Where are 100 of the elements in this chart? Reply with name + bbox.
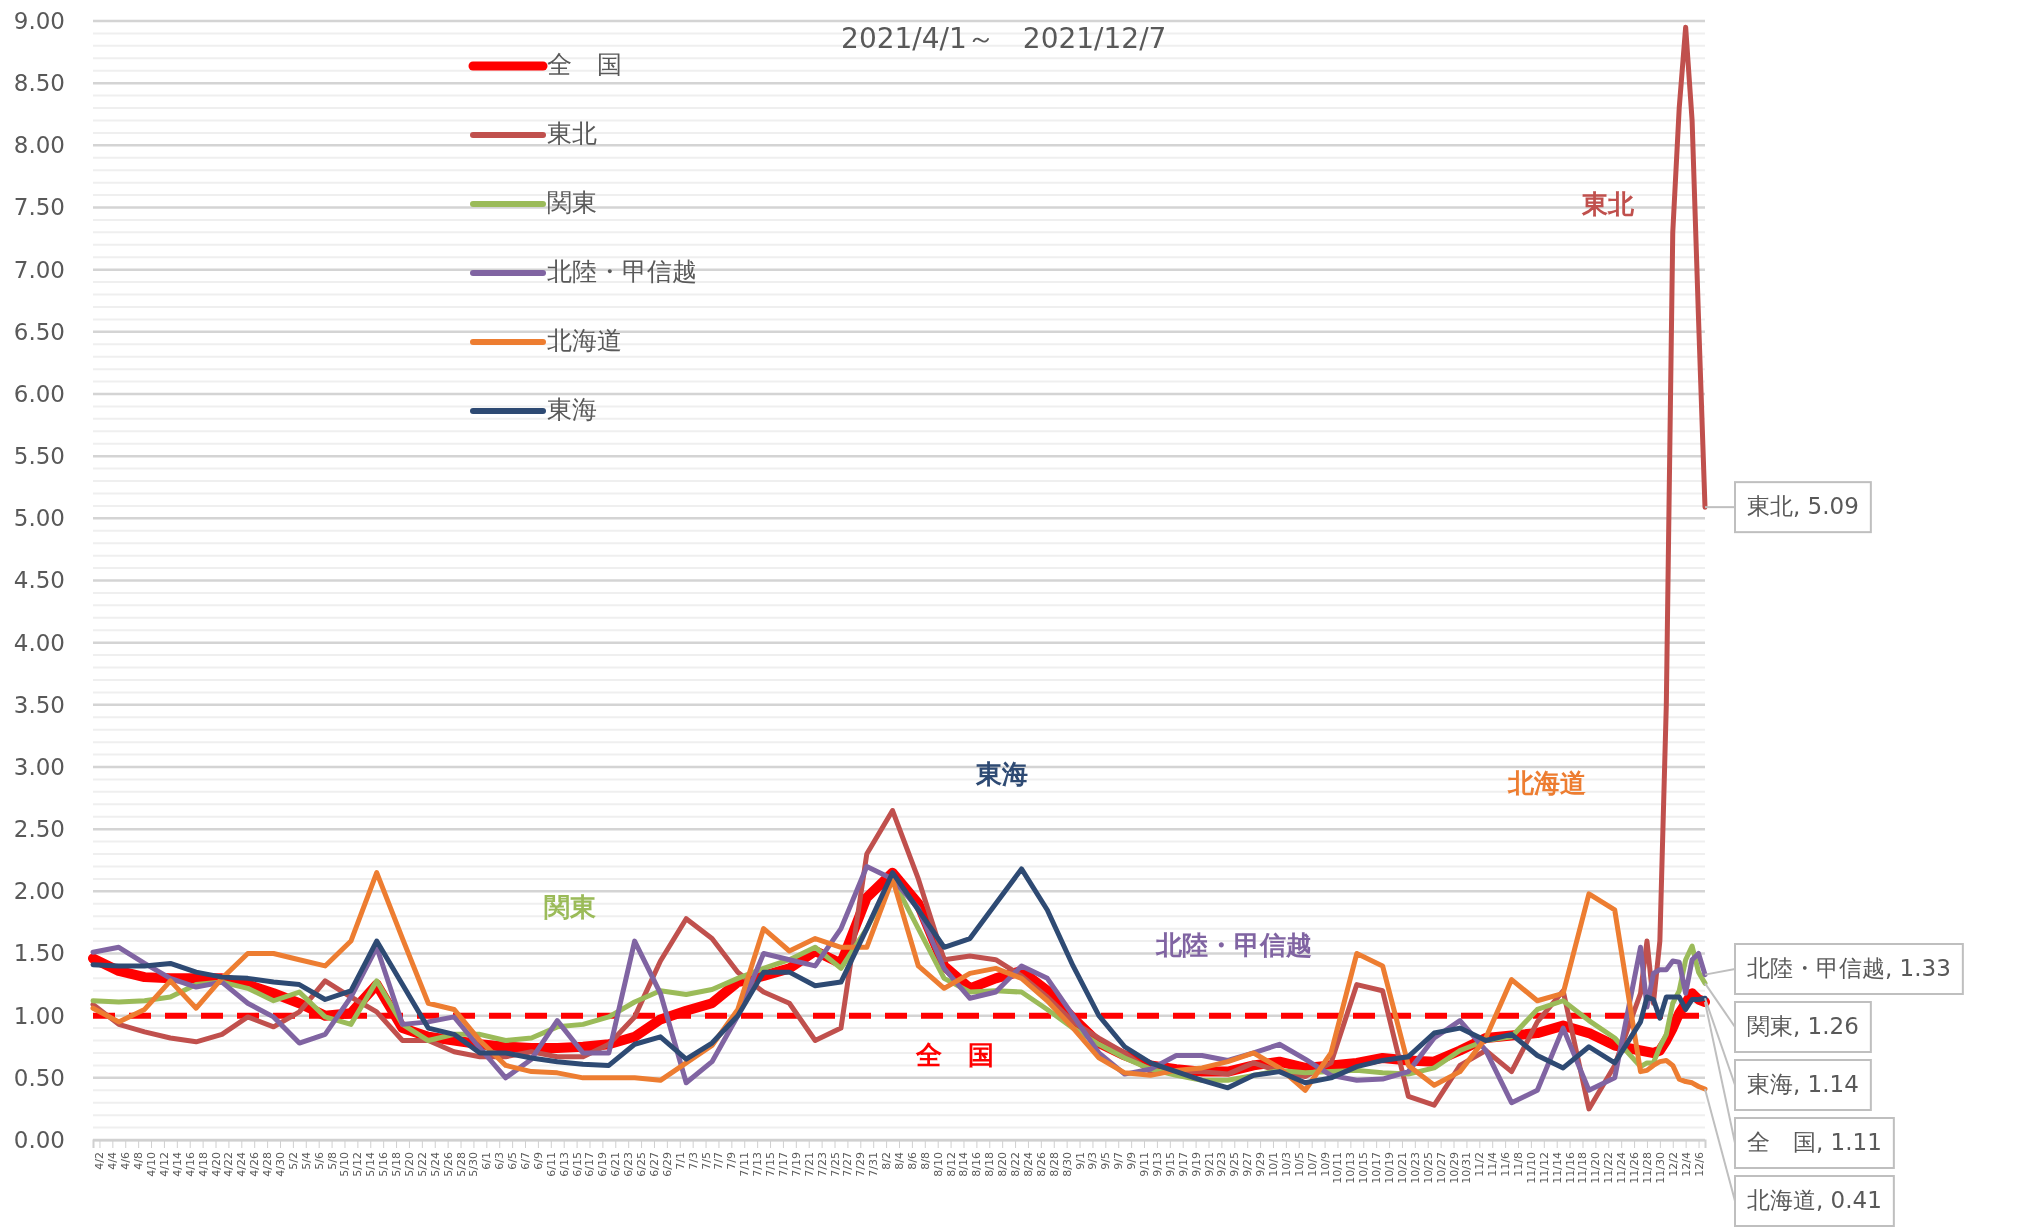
x-tick-label: 7/31 xyxy=(867,1152,881,1177)
x-tick-label: 10/19 xyxy=(1383,1152,1397,1184)
y-tick-label: 9.00 xyxy=(13,7,65,34)
x-tick-label: 12/6 xyxy=(1692,1152,1706,1177)
x-tick-label: 7/25 xyxy=(828,1152,842,1177)
x-tick-label: 10/15 xyxy=(1357,1152,1371,1184)
y-tick-label: 6.00 xyxy=(13,380,65,407)
x-tick-label: 11/22 xyxy=(1602,1152,1616,1184)
x-tick-label: 10/31 xyxy=(1460,1152,1474,1184)
x-tick-label: 4/28 xyxy=(261,1152,275,1177)
x-tick-label: 11/20 xyxy=(1589,1152,1603,1184)
x-tick-label: 11/26 xyxy=(1628,1152,1642,1184)
x-tick-label: 7/5 xyxy=(699,1152,713,1170)
annotation: 北海道 xyxy=(1507,767,1587,798)
x-tick-label: 10/3 xyxy=(1279,1152,1293,1177)
x-tick-label: 6/5 xyxy=(506,1152,520,1170)
x-tick-label: 10/13 xyxy=(1344,1152,1358,1184)
x-tick-label: 11/14 xyxy=(1550,1152,1564,1184)
x-tick-label: 11/16 xyxy=(1563,1152,1577,1184)
x-tick-label: 6/17 xyxy=(583,1152,597,1177)
legend-label: 東北 xyxy=(547,119,597,148)
x-tick-label: 4/16 xyxy=(183,1152,197,1177)
x-tick-label: 8/16 xyxy=(970,1152,984,1177)
x-tick-label: 10/17 xyxy=(1370,1152,1384,1184)
x-tick-label: 4/22 xyxy=(222,1152,236,1177)
x-tick-label: 6/13 xyxy=(557,1152,571,1177)
x-tick-label: 5/22 xyxy=(415,1152,429,1177)
x-tick-label: 7/13 xyxy=(751,1152,765,1177)
y-tick-label: 4.50 xyxy=(13,567,65,594)
x-tick-label: 7/9 xyxy=(725,1152,739,1170)
x-tick-label: 10/23 xyxy=(1408,1152,1422,1184)
x-tick-label: 4/2 xyxy=(93,1152,107,1170)
x-tick-label: 10/9 xyxy=(1318,1152,1332,1177)
y-tick-label: 0.00 xyxy=(13,1126,65,1153)
annotation: 北陸・甲信越 xyxy=(1155,929,1313,960)
x-tick-label: 7/27 xyxy=(841,1152,855,1177)
x-tick-label: 6/21 xyxy=(609,1152,623,1177)
x-tick-label: 7/15 xyxy=(764,1152,778,1177)
annotation: 東海 xyxy=(975,758,1029,789)
legend-label: 全 国 xyxy=(547,50,622,79)
y-tick-label: 6.50 xyxy=(13,318,65,345)
x-tick-label: 5/20 xyxy=(402,1152,416,1177)
annotation: 全 国 xyxy=(915,1039,995,1070)
x-tick-label: 4/18 xyxy=(196,1152,210,1177)
x-tick-label: 6/29 xyxy=(660,1152,674,1177)
x-tick-label: 8/2 xyxy=(880,1152,894,1170)
x-tick-label: 8/8 xyxy=(918,1152,932,1170)
x-tick-label: 10/11 xyxy=(1331,1152,1345,1184)
x-tick-label: 9/9 xyxy=(1125,1152,1139,1170)
x-tick-label: 11/2 xyxy=(1473,1152,1487,1177)
x-tick-label: 5/12 xyxy=(351,1152,365,1177)
legend-label: 北海道 xyxy=(547,326,622,355)
x-tick-label: 6/25 xyxy=(635,1152,649,1177)
x-tick-label: 11/18 xyxy=(1576,1152,1590,1184)
x-tick-label: 8/18 xyxy=(983,1152,997,1177)
y-tick-label: 8.50 xyxy=(13,70,65,97)
x-tick-label: 8/20 xyxy=(996,1152,1010,1177)
x-tick-label: 9/19 xyxy=(1189,1152,1203,1177)
x-tick-label: 9/17 xyxy=(1176,1152,1190,1177)
x-tick-label: 5/18 xyxy=(390,1152,404,1177)
y-tick-label: 7.00 xyxy=(13,256,65,283)
y-tick-label: 8.00 xyxy=(13,132,65,159)
y-tick-label: 1.00 xyxy=(13,1002,65,1029)
y-tick-label: 3.50 xyxy=(13,691,65,718)
x-tick-label: 5/26 xyxy=(441,1152,455,1177)
x-tick-label: 4/26 xyxy=(248,1152,262,1177)
x-tick-label: 10/29 xyxy=(1447,1152,1461,1184)
x-tick-label: 4/4 xyxy=(106,1152,120,1170)
x-tick-label: 4/30 xyxy=(273,1152,287,1177)
x-tick-label: 10/5 xyxy=(1292,1152,1306,1177)
x-tick-label: 11/8 xyxy=(1512,1152,1526,1177)
x-tick-label: 9/25 xyxy=(1228,1152,1242,1177)
x-tick-label: 9/1 xyxy=(1073,1152,1087,1170)
annotation: 全 国, 1.11 xyxy=(1747,1128,1882,1155)
x-tick-label: 5/14 xyxy=(364,1152,378,1177)
x-tick-label: 6/9 xyxy=(531,1152,545,1170)
y-tick-label: 2.00 xyxy=(13,878,65,905)
x-tick-label: 6/19 xyxy=(596,1152,610,1177)
x-tick-label: 11/6 xyxy=(1499,1152,1513,1177)
x-tick-label: 9/7 xyxy=(1112,1152,1126,1170)
y-tick-label: 7.50 xyxy=(13,194,65,221)
x-tick-label: 7/29 xyxy=(854,1152,868,1177)
x-tick-label: 8/10 xyxy=(931,1152,945,1177)
x-tick-label: 5/16 xyxy=(377,1152,391,1177)
x-tick-label: 6/23 xyxy=(622,1152,636,1177)
x-tick-label: 5/6 xyxy=(312,1152,326,1170)
x-tick-label: 11/12 xyxy=(1537,1152,1551,1184)
x-tick-label: 9/29 xyxy=(1254,1152,1268,1177)
x-tick-label: 4/24 xyxy=(235,1152,249,1177)
legend-label: 北陸・甲信越 xyxy=(547,257,697,286)
x-tick-label: 5/28 xyxy=(454,1152,468,1177)
x-tick-label: 4/20 xyxy=(209,1152,223,1177)
x-tick-label: 8/6 xyxy=(905,1152,919,1170)
y-tick-label: 2.50 xyxy=(13,816,65,843)
x-tick-label: 5/8 xyxy=(325,1152,339,1170)
x-tick-label: 7/1 xyxy=(673,1152,687,1170)
x-tick-label: 6/7 xyxy=(519,1152,533,1170)
x-tick-label: 6/11 xyxy=(544,1152,558,1177)
x-tick-label: 6/1 xyxy=(480,1152,494,1170)
y-tick-label: 3.00 xyxy=(13,753,65,780)
